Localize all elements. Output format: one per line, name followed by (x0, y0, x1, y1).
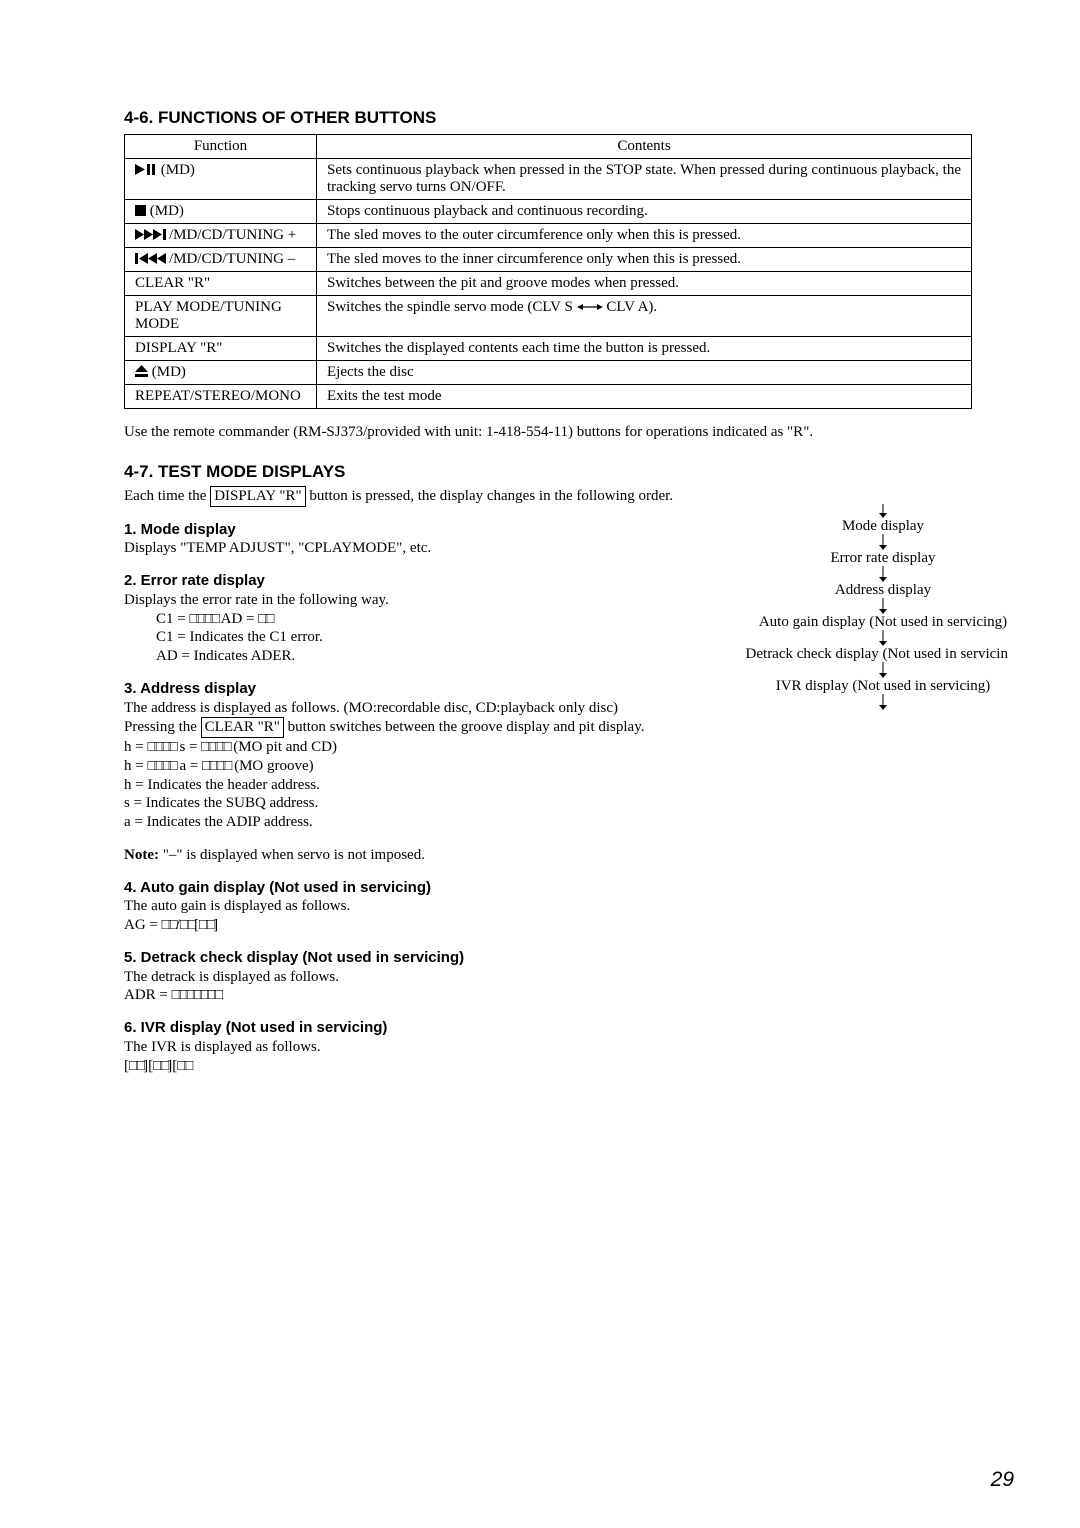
table-row: Ejects the disc (317, 361, 972, 385)
display-item-text: AG = □□/□□[□□] (124, 916, 972, 935)
display-item-text: h = □□□□ s = □□□□ (MO pit and CD) (124, 738, 972, 757)
table-row: (MD) (125, 200, 317, 224)
display-item-text: a = Indicates the ADIP address. (124, 813, 972, 832)
table-row: DISPLAY "R" (125, 337, 317, 361)
display-item-text: The auto gain is displayed as follows. (124, 897, 972, 916)
table-row: Switches the spindle servo mode (CLV S C… (317, 296, 972, 337)
table-header-contents: Contents (317, 135, 972, 159)
table-row: PLAY MODE/TUNING MODE (125, 296, 317, 337)
table-row: Exits the test mode (317, 385, 972, 409)
display-item-text: The detrack is displayed as follows. (124, 968, 972, 987)
table-row: (MD) (125, 159, 317, 200)
display-item-text: The IVR is displayed as follows. (124, 1038, 972, 1057)
display-item-text: h = □□□□ a = □□□□ (MO groove) (124, 757, 972, 776)
table-row: The sled moves to the outer circumferenc… (317, 224, 972, 248)
display-item-text: ADR = □□□□□□□ (124, 986, 972, 1005)
table-row: Switches the displayed contents each tim… (317, 337, 972, 361)
page-number: 29 (991, 1468, 1014, 1492)
section-4-6-title: 4-6. FUNCTIONS OF OTHER BUTTONS (124, 108, 972, 128)
display-item-title: 4. Auto gain display (Not used in servic… (124, 879, 972, 898)
flow-label: Mode display (842, 518, 925, 534)
servo-note: Note: "–" is displayed when servo is not… (124, 846, 972, 865)
table-row: Sets continuous playback when pressed in… (317, 159, 972, 200)
table-header-function: Function (125, 135, 317, 159)
display-r-box: DISPLAY "R" (210, 486, 305, 507)
flow-label: Auto gain display (Not used in servicing… (759, 614, 1007, 630)
display-flow-diagram: Mode display Error rate display Address di… (648, 502, 1008, 721)
table-row: /MD/CD/TUNING + (125, 224, 317, 248)
section-4-7-title: 4-7. TEST MODE DISPLAYS (124, 462, 972, 482)
flow-label: IVR display (Not used in servicing) (776, 678, 991, 694)
table-row: /MD/CD/TUNING – (125, 248, 317, 272)
table-row: The sled moves to the inner circumferenc… (317, 248, 972, 272)
display-item-text: [□□][□□][□□ (124, 1057, 972, 1076)
flow-label: Address display (835, 582, 932, 598)
functions-table: Function Contents (MD)Sets continuous pl… (124, 134, 972, 409)
table-row: CLEAR "R" (125, 272, 317, 296)
table-row: REPEAT/STEREO/MONO (125, 385, 317, 409)
display-item-text: h = Indicates the header address. (124, 776, 972, 795)
display-item-title: 6. IVR display (Not used in servicing) (124, 1019, 972, 1038)
display-item-title: 5. Detrack check display (Not used in se… (124, 949, 972, 968)
table-row: Switches between the pit and groove mode… (317, 272, 972, 296)
flow-label: Detrack check display (Not used in servi… (746, 646, 1008, 662)
display-item-text: s = Indicates the SUBQ address. (124, 794, 972, 813)
flow-label: Error rate display (831, 550, 936, 566)
table-row: (MD) (125, 361, 317, 385)
remote-note: Use the remote commander (RM-SJ373/provi… (124, 423, 972, 442)
table-row: Stops continuous playback and continuous… (317, 200, 972, 224)
